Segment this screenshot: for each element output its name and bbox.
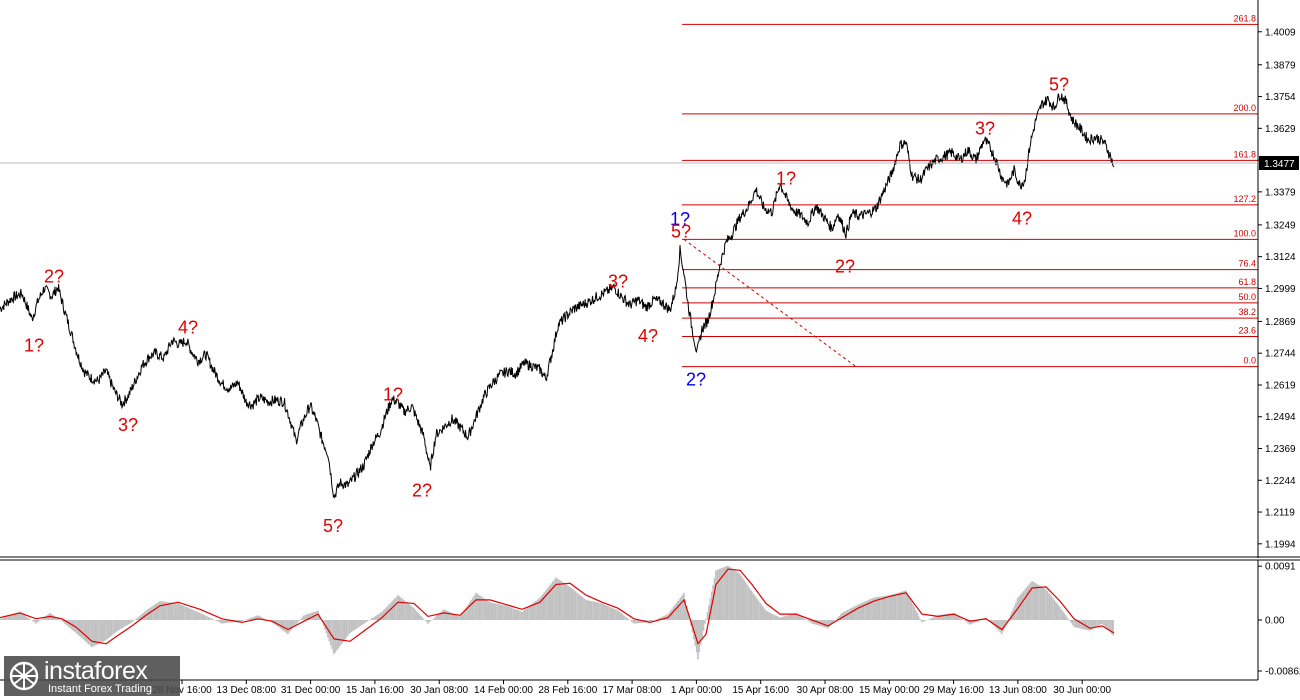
price-series-layer — [0, 93, 1115, 499]
fib-level-label: 200.0 — [1233, 103, 1256, 113]
fib-level-label: 0.0 — [1243, 356, 1256, 366]
wave-label: 5? — [1049, 75, 1069, 95]
oscillator-signal-layer — [0, 568, 1115, 645]
wave-label: 2? — [44, 267, 64, 287]
logo-tagline: Instant Forex Trading — [48, 683, 152, 695]
price-tick-label: 1.2244 — [1265, 476, 1296, 487]
wave-label: 2? — [835, 256, 855, 276]
price-axis — [0, 0, 1300, 681]
price-tick-label: 1.3879 — [1265, 60, 1296, 71]
logo-name: instaforex — [44, 657, 148, 685]
oscillator-tick-label: 0.00 — [1265, 616, 1285, 627]
price-tick-label: 1.2369 — [1265, 444, 1296, 455]
price-tick-label: 1.1994 — [1265, 539, 1296, 550]
wave-label: 1? — [24, 335, 44, 355]
time-label: 17 Mar 08:00 — [603, 685, 662, 696]
time-label: 30 Apr 08:00 — [797, 685, 854, 696]
price-tick-label: 1.2999 — [1265, 284, 1296, 295]
price-tick-label: 1.4009 — [1265, 27, 1296, 38]
price-tick-label: 1.3124 — [1265, 252, 1296, 263]
instaforex-logo: instaforex Instant Forex Trading — [4, 656, 180, 696]
time-label: 1 Apr 00:00 — [671, 685, 723, 696]
wave-label: 3? — [975, 119, 995, 139]
wave-label: 1? — [776, 169, 796, 189]
oscillator-signal-line — [0, 568, 1115, 645]
oscillator-tick-label: 0.0091 — [1265, 562, 1296, 573]
fib-level-label: 76.4 — [1238, 259, 1256, 269]
fib-level-label: 38.2 — [1238, 307, 1256, 317]
time-labels: 28 Nov 16:00 13 Dec 08:00 31 Dec 00:00 15 J… — [152, 680, 1112, 696]
price-tick-label: 1.3629 — [1265, 124, 1296, 135]
wave-label: 3? — [118, 415, 138, 435]
time-label: 30 Jun 00:00 — [1053, 685, 1111, 696]
wave-label: 4? — [638, 326, 658, 346]
price-tick-label: 1.2494 — [1265, 412, 1296, 423]
time-label: 14 Feb 00:00 — [474, 685, 533, 696]
fibonacci-levels: 261.8 200.0 161.8 127.2 100.0 76.4 61.8 50.0 38.… — [682, 13, 1258, 368]
wave-label: 4? — [178, 317, 198, 337]
time-label: 13 Dec 08:00 — [217, 685, 277, 696]
time-label: 28 Feb 16:00 — [538, 685, 597, 696]
price-tick-label: 1.2744 — [1265, 349, 1296, 360]
wave-label: 5? — [671, 221, 691, 241]
wave-label: 1? — [383, 385, 403, 405]
fib-level-label: 127.2 — [1233, 194, 1256, 204]
current-price-label: 1.3477 — [1264, 159, 1295, 170]
wave-labels: 1?2?3?4?5?1?2?3?4?1?5?2?1?2?3?4?5? — [24, 75, 1069, 536]
current-price-tag: 1.3477 — [1259, 156, 1299, 170]
time-label: 15 May 00:00 — [859, 685, 920, 696]
fib-level-label: 50.0 — [1238, 292, 1256, 302]
price-series-line — [0, 93, 1115, 499]
time-label: 31 Dec 00:00 — [281, 685, 341, 696]
fib-level-label: 100.0 — [1233, 228, 1256, 238]
time-label: 15 Apr 16:00 — [732, 685, 789, 696]
fib-level-label: 261.8 — [1233, 13, 1256, 23]
wave-label: 2? — [686, 369, 706, 389]
logo-globe-icon — [9, 661, 39, 691]
wave-label: 5? — [323, 516, 343, 536]
time-label: 13 Jun 08:00 — [989, 685, 1047, 696]
oscillator-histogram — [0, 565, 1114, 660]
fib-level-label: 61.8 — [1238, 277, 1256, 287]
current-price-tag-box — [1259, 156, 1299, 170]
price-tick-label: 1.3249 — [1265, 220, 1296, 231]
price-tick-label: 1.3379 — [1265, 187, 1296, 198]
price-tick-label: 1.3754 — [1265, 92, 1296, 103]
price-tick-label: 1.2619 — [1265, 380, 1296, 391]
wave-label: 4? — [1012, 209, 1032, 229]
time-label: 30 Jan 08:00 — [410, 685, 468, 696]
wave-label: 2? — [412, 480, 432, 500]
fib-level-label: 23.6 — [1238, 325, 1256, 335]
price-tick-label: 1.2119 — [1265, 508, 1295, 519]
price-tick-label: 1.2869 — [1265, 317, 1296, 328]
time-label: 29 May 16:00 — [923, 685, 984, 696]
time-label: 15 Jan 16:00 — [346, 685, 404, 696]
time-label: 28 Nov 16:00 — [152, 685, 212, 696]
wave-label: 3? — [608, 271, 628, 291]
wave-label: 1? — [670, 209, 690, 229]
fib-level-label: 161.8 — [1233, 149, 1256, 159]
